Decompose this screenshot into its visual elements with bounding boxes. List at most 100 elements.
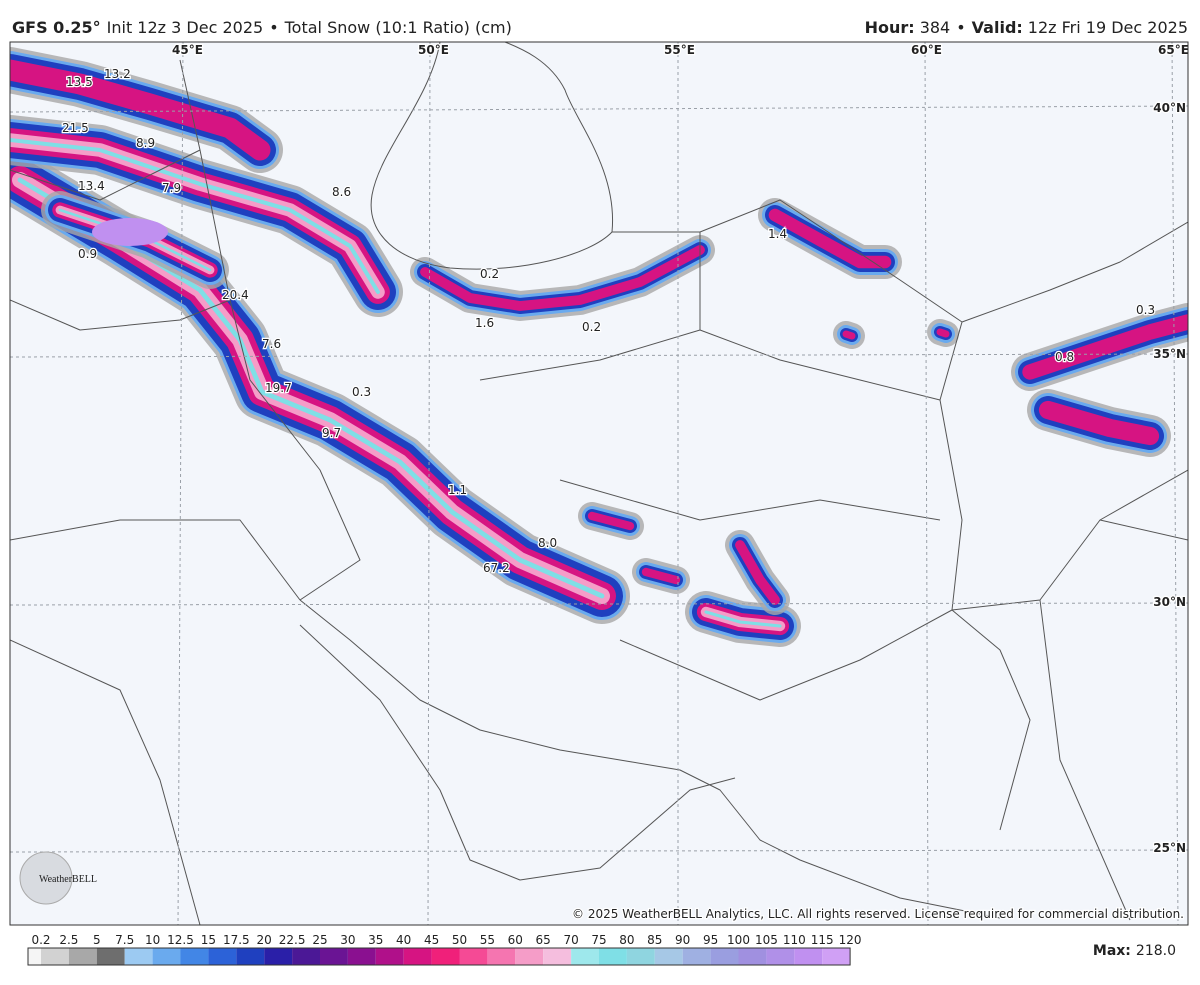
- legend-label: 110: [783, 933, 806, 947]
- latitude-label: 40°N: [1153, 101, 1186, 115]
- borders: [10, 42, 1188, 925]
- legend-label: 35: [368, 933, 383, 947]
- amount-label: 8.9: [136, 136, 155, 150]
- legend-swatch: [822, 948, 851, 965]
- max-label: Max:: [1093, 943, 1131, 959]
- legend-swatch: [96, 948, 125, 965]
- map-labels: 45°E 50°E 55°E 60°E 65°E 40°N 35°N 30°N 25°N 13.5…: [61, 42, 1189, 856]
- longitude-label: 65°E: [1158, 43, 1189, 57]
- amount-label: 0.3: [352, 385, 371, 399]
- legend-swatch: [599, 948, 627, 965]
- longitude-label: 45°E: [172, 43, 203, 57]
- amount-label: 19.7: [265, 381, 292, 395]
- legend-swatch: [710, 948, 739, 965]
- amount-label: 8.6: [332, 185, 351, 199]
- amount-label: 13.5: [66, 75, 93, 89]
- legend-label: 20: [257, 933, 272, 947]
- latitude-label: 35°N: [1153, 347, 1186, 361]
- legend-swatch: [320, 948, 348, 965]
- legend-swatch: [766, 948, 795, 965]
- legend: 0.2 2.5 5 7.5 10 12.5 15 17.5 20 22.5 25 30 35 40 45 50…: [27, 933, 862, 966]
- legend-swatch: [236, 948, 265, 965]
- amount-label: 13.2: [104, 67, 131, 81]
- legend-swatch: [180, 948, 209, 965]
- snow-layer: [10, 47, 1188, 647]
- legend-swatch: [208, 948, 237, 965]
- longitude-label: 55°E: [664, 43, 695, 57]
- legend-label: 80: [619, 933, 634, 947]
- amount-label: 0.2: [480, 267, 499, 281]
- init: Init 12z 3 Dec 2025: [107, 18, 264, 37]
- graticule: [10, 42, 1188, 925]
- legend-label: 0.2: [31, 933, 50, 947]
- amount-label: 7.9: [162, 181, 181, 195]
- snow-heavy: [936, 328, 950, 338]
- legend-frame: [27, 947, 851, 966]
- amount-label: 13.4: [78, 179, 105, 193]
- legend-label: 105: [755, 933, 778, 947]
- legend-swatch: [41, 948, 69, 965]
- amount-label: 1.6: [475, 316, 494, 330]
- amount-label: 7.6: [262, 337, 281, 351]
- legend-label: 40: [396, 933, 411, 947]
- legend-swatch: [375, 948, 404, 965]
- legend-label: 7.5: [115, 933, 134, 947]
- legend-label: 90: [675, 933, 690, 947]
- legend-swatch: [403, 948, 432, 965]
- logo-mark: [19, 851, 73, 905]
- legend-label: 15: [201, 933, 216, 947]
- longitude-label: 50°E: [418, 43, 449, 57]
- legend-label: 17.5: [223, 933, 250, 947]
- legend-swatch: [654, 948, 683, 965]
- legend-label: 10: [145, 933, 160, 947]
- amount-label: 9.7: [322, 426, 341, 440]
- snow-heavy: [587, 511, 635, 531]
- valid-label: Valid:: [972, 18, 1023, 37]
- legend-label: 25: [312, 933, 327, 947]
- snow-peak: [92, 218, 168, 246]
- amount-label: 0.8: [1055, 350, 1074, 364]
- snow-heavy: [1038, 400, 1160, 446]
- separator: •: [956, 18, 965, 37]
- latitude-label: 25°N: [1153, 841, 1186, 855]
- snow-heavy: [420, 245, 705, 311]
- legend-label: 95: [703, 933, 718, 947]
- legend-label: 120: [839, 933, 862, 947]
- legend-swatch: [347, 948, 376, 965]
- header-right: Hour: 384 • Valid: 12z Fri 19 Dec 2025: [865, 18, 1188, 37]
- legend-label: 70: [563, 933, 578, 947]
- valid: 12z Fri 19 Dec 2025: [1028, 18, 1188, 37]
- amount-label: 0.3: [1136, 303, 1155, 317]
- legend-label: 30: [340, 933, 355, 947]
- legend-label: 50: [452, 933, 467, 947]
- map: 45°E 50°E 55°E 60°E 65°E 40°N 35°N 30°N 25°N 13.5…: [10, 42, 1189, 925]
- legend-label: 55: [480, 933, 495, 947]
- legend-swatch: [124, 948, 153, 965]
- hour-label: Hour:: [865, 18, 915, 37]
- legend-label: 100: [727, 933, 750, 947]
- legend-label: 115: [811, 933, 834, 947]
- legend-label: 75: [591, 933, 606, 947]
- legend-swatch: [431, 948, 460, 965]
- longitude-label: 60°E: [911, 43, 942, 57]
- legend-label: 22.5: [279, 933, 306, 947]
- legend-swatch: [626, 948, 655, 965]
- legend-swatch: [264, 948, 293, 965]
- legend-swatch: [487, 948, 516, 965]
- header-left: GFS 0.25° Init 12z 3 Dec 2025 • Total Snow …: [12, 18, 512, 37]
- separator: •: [269, 18, 278, 37]
- copyright: © 2025 WeatherBELL Analytics, LLC. All r…: [572, 907, 1184, 921]
- snow-heavy: [842, 330, 856, 340]
- amount-label: 20.4: [222, 288, 249, 302]
- snow-peak: [10, 137, 381, 295]
- legend-label: 5: [93, 933, 101, 947]
- amount-label: 1.4: [768, 227, 787, 241]
- snow-heavy: [641, 567, 681, 585]
- model: GFS 0.25°: [12, 18, 101, 37]
- legend-label: 45: [424, 933, 439, 947]
- amount-label: 8.0: [538, 536, 557, 550]
- legend-swatch: [794, 948, 823, 965]
- legend-swatch: [682, 948, 711, 965]
- legend-swatch: [738, 948, 767, 965]
